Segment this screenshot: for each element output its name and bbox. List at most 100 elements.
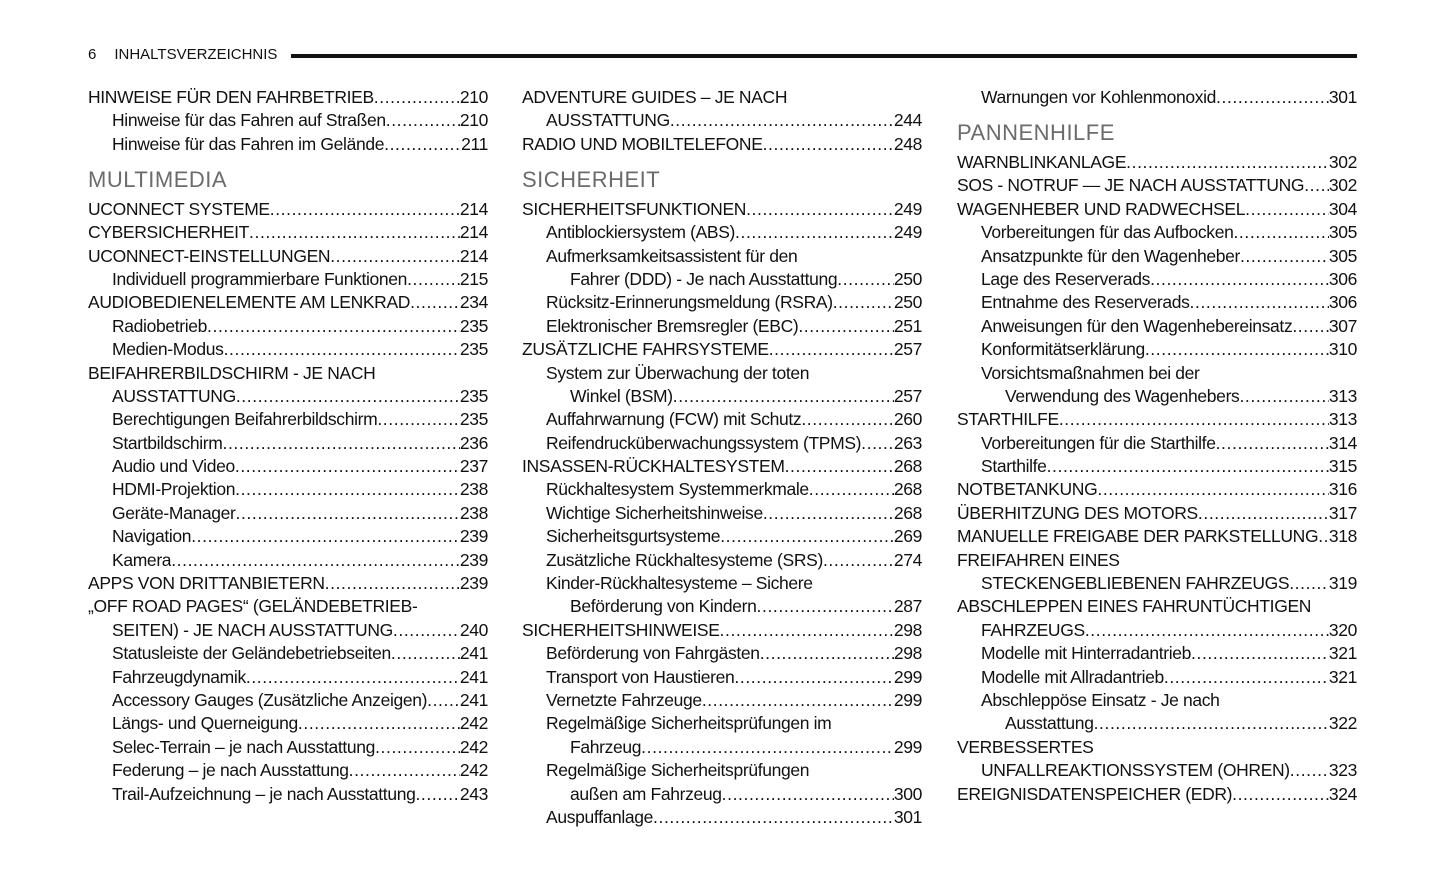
toc-entry[interactable]: Audio und Video 237	[88, 455, 488, 478]
toc-entry[interactable]: STARTHILFE 313	[957, 408, 1357, 431]
toc-entry[interactable]: Antiblockiersystem (ABS) 249	[522, 221, 922, 244]
toc-entry[interactable]: Navigation 239	[88, 525, 488, 548]
toc-entry[interactable]: Vorbereitungen für das Aufbocken 305	[957, 221, 1357, 244]
toc-entry[interactable]: UCONNECT SYSTEME 214	[88, 198, 488, 221]
toc-entry[interactable]: „OFF ROAD PAGES“ (GELÄNDEBETRIEB-	[88, 595, 488, 618]
toc-entry[interactable]: Verwendung des Wagenhebers 313	[957, 385, 1357, 408]
toc-entry[interactable]: Entnahme des Reserverads 306	[957, 291, 1357, 314]
toc-entry[interactable]: Elektronischer Bremsregler (EBC) 251	[522, 315, 922, 338]
toc-entry[interactable]: Vorbereitungen für die Starthilfe 314	[957, 432, 1357, 455]
toc-entry[interactable]: Startbildschirm 236	[88, 432, 488, 455]
toc-entry[interactable]: Individuell programmierbare Funktionen 21…	[88, 268, 488, 291]
toc-entry[interactable]: Aufmerksamkeitsassistent für den	[522, 245, 922, 268]
entry-title: Winkel (BSM)	[570, 385, 673, 406]
toc-entry[interactable]: Hinweise für das Fahren auf Straßen 210	[88, 109, 488, 132]
toc-entry[interactable]: Federung – je nach Ausstattung 242	[88, 759, 488, 782]
toc-entry[interactable]: Beförderung von Fahrgästen 298	[522, 642, 922, 665]
toc-entry[interactable]: Abschleppöse Einsatz - Je nach	[957, 689, 1357, 712]
toc-entry[interactable]: AUDIOBEDIENELEMENTE AM LENKRAD 234	[88, 291, 488, 314]
toc-entry[interactable]: Vernetzte Fahrzeuge 299	[522, 689, 922, 712]
dot-leader	[763, 502, 894, 525]
toc-entry[interactable]: Längs- und Querneigung 242	[88, 712, 488, 735]
toc-entry[interactable]: Regelmäßige Sicherheitsprüfungen im	[522, 712, 922, 735]
toc-entry[interactable]: FREIFAHREN EINES	[957, 549, 1357, 572]
toc-entry[interactable]: STECKENGEBLIEBENEN FAHRZEUGS 319	[957, 572, 1357, 595]
toc-entry[interactable]: Wichtige Sicherheitshinweise 268	[522, 502, 922, 525]
toc-entry[interactable]: UCONNECT-EINSTELLUNGEN 214	[88, 245, 488, 268]
dot-leader	[270, 198, 460, 221]
entry-page-number: 269	[893, 526, 923, 547]
toc-entry[interactable]: SICHERHEITSHINWEISE 298	[522, 619, 922, 642]
toc-entry[interactable]: Regelmäßige Sicherheitsprüfungen	[522, 759, 922, 782]
toc-entry[interactable]: APPS VON DRITTANBIETERN 239	[88, 572, 488, 595]
toc-entry[interactable]: EREIGNISDATENSPEICHER (EDR) 324	[957, 783, 1357, 806]
toc-entry[interactable]: Warnungen vor Kohlenmonoxid 301	[957, 86, 1357, 109]
toc-entry[interactable]: SEITEN) - JE NACH AUSSTATTUNG 240	[88, 619, 488, 642]
toc-entry[interactable]: NOTBETANKUNG 316	[957, 478, 1357, 501]
toc-entry[interactable]: Rückhaltesystem Systemmerkmale 268	[522, 478, 922, 501]
toc-entry[interactable]: AUSSTATTUNG 244	[522, 109, 922, 132]
toc-entry[interactable]: Accessory Gauges (Zusätzliche Anzeigen) 2…	[88, 689, 488, 712]
toc-entry[interactable]: Selec-Terrain – je nach Ausstattung 242	[88, 736, 488, 759]
toc-entry[interactable]: außen am Fahrzeug 300	[522, 783, 922, 806]
toc-entry[interactable]: VERBESSERTES	[957, 736, 1357, 759]
toc-entry[interactable]: System zur Überwachung der toten	[522, 362, 922, 385]
entry-page-number: 268	[893, 479, 923, 500]
toc-entry[interactable]: Fahrer (DDD) - Je nach Ausstattung 250	[522, 268, 922, 291]
toc-entry[interactable]: ZUSÄTZLICHE FAHRSYSTEME 257	[522, 338, 922, 361]
toc-entry[interactable]: WARNBLINKANLAGE 302	[957, 151, 1357, 174]
toc-entry[interactable]: Transport von Haustieren 299	[522, 666, 922, 689]
dot-leader	[415, 783, 459, 806]
toc-entry[interactable]: Zusätzliche Rückhaltesysteme (SRS) 274	[522, 549, 922, 572]
toc-entry[interactable]: Fahrzeug 299	[522, 736, 922, 759]
toc-entry[interactable]: Medien-Modus 235	[88, 338, 488, 361]
entry-title: Fahrzeug	[570, 736, 642, 757]
toc-entry[interactable]: ADVENTURE GUIDES – JE NACH	[522, 86, 922, 109]
toc-entry[interactable]: HDMI-Projektion 238	[88, 478, 488, 501]
dot-leader	[702, 689, 894, 712]
toc-entry[interactable]: Lage des Reserverads 306	[957, 268, 1357, 291]
toc-entry[interactable]: Reifendrucküberwachungssystem (TPMS) 263	[522, 432, 922, 455]
toc-entry[interactable]: Berechtigungen Beifahrerbildschirm 235	[88, 408, 488, 431]
toc-entry[interactable]: Auffahrwarnung (FCW) mit Schutz 260	[522, 408, 922, 431]
toc-entry[interactable]: Trail-Aufzeichnung – je nach Ausstattung…	[88, 783, 488, 806]
entry-title: Reifendrucküberwachungssystem (TPMS)	[546, 432, 862, 453]
entry-page-number: 214	[459, 222, 489, 243]
toc-entry[interactable]: Ansatzpunkte für den Wagenheber 305	[957, 245, 1357, 268]
toc-entry[interactable]: BEIFAHRERBILDSCHIRM - JE NACH	[88, 362, 488, 385]
toc-entry[interactable]: Modelle mit Hinterradantrieb 321	[957, 642, 1357, 665]
toc-entry[interactable]: Modelle mit Allradantrieb 321	[957, 666, 1357, 689]
toc-entry[interactable]: RADIO UND MOBILTELEFONE 248	[522, 133, 922, 156]
toc-entry[interactable]: Hinweise für das Fahren im Gelände 211	[88, 133, 488, 156]
toc-entry[interactable]: Starthilfe 315	[957, 455, 1357, 478]
toc-entry[interactable]: MANUELLE FREIGABE DER PARKSTELLUNG 318	[957, 525, 1357, 548]
toc-entry[interactable]: Konformitätserklärung 310	[957, 338, 1357, 361]
toc-entry[interactable]: ÜBERHITZUNG DES MOTORS 317	[957, 502, 1357, 525]
dot-leader	[377, 408, 460, 431]
toc-entry[interactable]: Vorsichtsmaßnahmen bei der	[957, 362, 1357, 385]
toc-entry[interactable]: Rücksitz-Erinnerungsmeldung (RSRA) 250	[522, 291, 922, 314]
toc-entry[interactable]: Sicherheitsgurtsysteme 269	[522, 525, 922, 548]
entry-title: SEITEN) - JE NACH AUSSTATTUNG	[112, 619, 393, 640]
toc-entry[interactable]: ABSCHLEPPEN EINES FAHRUNTÜCHTIGEN	[957, 595, 1357, 618]
toc-entry[interactable]: Beförderung von Kindern 287	[522, 595, 922, 618]
toc-entry[interactable]: CYBERSICHERHEIT 214	[88, 221, 488, 244]
toc-entry[interactable]: Anweisungen für den Wagenhebereinsatz 307	[957, 315, 1357, 338]
toc-entry[interactable]: Winkel (BSM) 257	[522, 385, 922, 408]
toc-entry[interactable]: Kinder-Rückhaltesysteme – Sichere	[522, 572, 922, 595]
toc-entry[interactable]: UNFALLREAKTIONSSYSTEM (OHREN) 323	[957, 759, 1357, 782]
toc-entry[interactable]: SOS - NOTRUF — JE NACH AUSSTATTUNG 302	[957, 174, 1357, 197]
toc-entry[interactable]: WAGENHEBER UND RADWECHSEL 304	[957, 198, 1357, 221]
toc-entry[interactable]: Kamera 239	[88, 549, 488, 572]
toc-entry[interactable]: Statusleiste der Geländebetriebseiten 241	[88, 642, 488, 665]
toc-entry[interactable]: INSASSEN-RÜCKHALTESYSTEM 268	[522, 455, 922, 478]
toc-entry[interactable]: Auspuffanlage 301	[522, 806, 922, 829]
toc-entry[interactable]: Ausstattung 322	[957, 712, 1357, 735]
toc-entry[interactable]: Geräte-Manager 238	[88, 502, 488, 525]
toc-entry[interactable]: Fahrzeugdynamik 241	[88, 666, 488, 689]
toc-entry[interactable]: AUSSTATTUNG 235	[88, 385, 488, 408]
toc-entry[interactable]: Radiobetrieb 235	[88, 315, 488, 338]
toc-entry[interactable]: FAHRZEUGS 320	[957, 619, 1357, 642]
toc-entry[interactable]: HINWEISE FÜR DEN FAHRBETRIEB 210	[88, 86, 488, 109]
toc-entry[interactable]: SICHERHEITSFUNKTIONEN 249	[522, 198, 922, 221]
